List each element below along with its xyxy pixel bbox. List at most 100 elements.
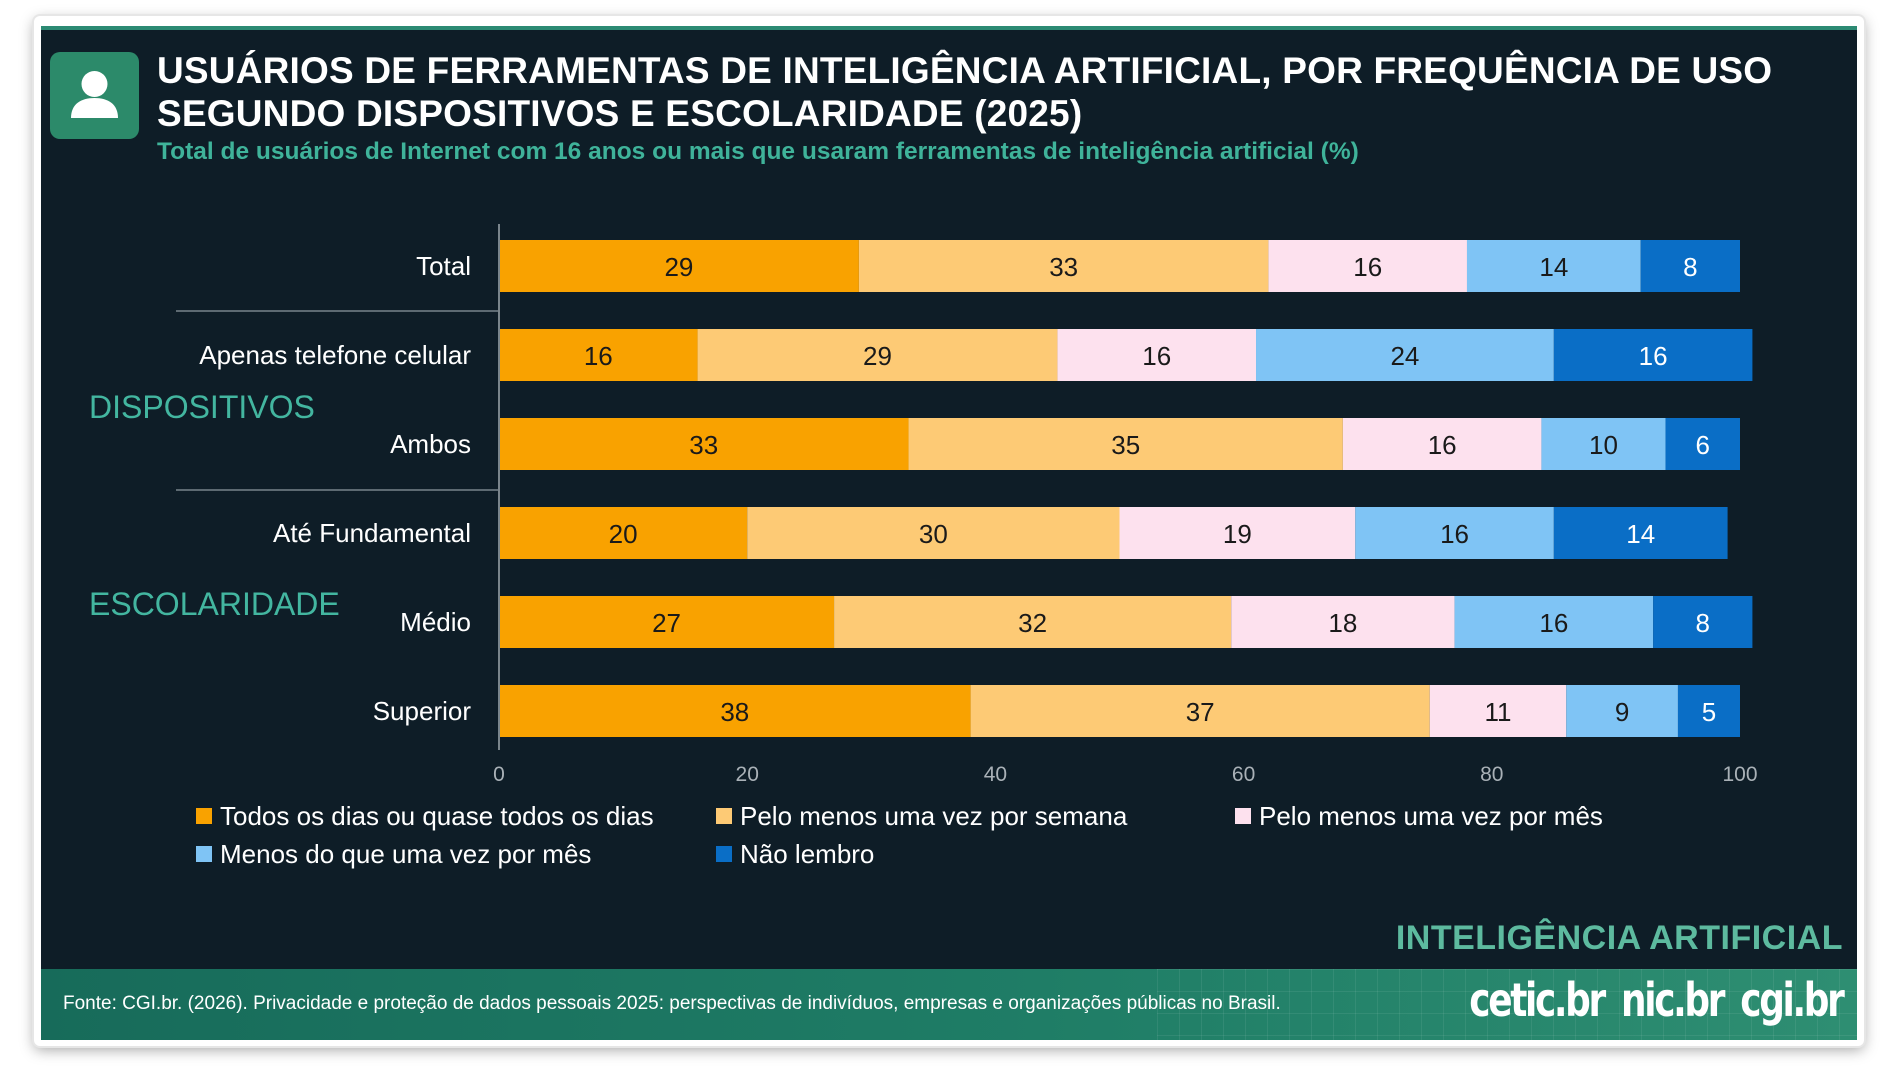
data-label: 27 xyxy=(652,608,681,638)
group-label-escolaridade: ESCOLARIDADE xyxy=(89,586,340,622)
bar-segment-ate-fundamental-3 xyxy=(1119,507,1356,559)
bar-segment-ate-fundamental-4 xyxy=(1355,507,1554,559)
bar-segment-apenas-telefone-celular-1 xyxy=(499,329,698,381)
bar-segment-total-3 xyxy=(1268,240,1467,292)
x-tick-label: 100 xyxy=(1722,763,1757,786)
title-line-2: SEGUNDO DISPOSITIVOS E ESCOLARIDADE (202… xyxy=(157,93,1083,134)
bar-segment-ate-fundamental-5 xyxy=(1553,507,1728,559)
logo-cetic: cetic.br xyxy=(1469,973,1607,1027)
legend-label: Pelo menos uma vez por mês xyxy=(1259,801,1603,831)
data-label: 14 xyxy=(1539,252,1568,282)
data-label: 6 xyxy=(1696,430,1710,460)
bar-segment-apenas-telefone-celular-3 xyxy=(1057,329,1257,381)
chart-subtitle: Total de usuários de Internet com 16 ano… xyxy=(157,138,1359,165)
logo-nic: nic.br xyxy=(1621,973,1726,1027)
bar-segment-superior-5 xyxy=(1677,685,1740,737)
category-label-ate-fundamental: Até Fundamental xyxy=(273,518,471,548)
bar-segment-superior-1 xyxy=(499,685,971,737)
data-label: 18 xyxy=(1328,608,1357,638)
x-tick-label: 20 xyxy=(736,763,759,786)
bar-segment-total-2 xyxy=(858,240,1269,292)
data-label: 37 xyxy=(1186,697,1215,727)
data-label: 38 xyxy=(720,697,749,727)
bar-segment-medio-2 xyxy=(834,596,1232,648)
legend-item-5: Não lembro xyxy=(716,839,874,870)
legend-swatch xyxy=(196,846,212,862)
legend-label: Todos os dias ou quase todos os dias xyxy=(220,801,654,831)
bar-segment-superior-4 xyxy=(1566,685,1678,737)
section-label: INTELIGÊNCIA ARTIFICIAL xyxy=(1395,919,1843,957)
footer-pattern xyxy=(1157,969,1857,1040)
category-label-superior: Superior xyxy=(373,696,472,726)
title-line-1: USUÁRIOS DE FERRAMENTAS DE INTELIGÊNCIA … xyxy=(157,50,1773,91)
data-label: 20 xyxy=(609,519,638,549)
legend-item-2: Pelo menos uma vez por semana xyxy=(716,801,1127,832)
bar-segment-medio-5 xyxy=(1653,596,1753,648)
x-tick-label: 60 xyxy=(1232,763,1255,786)
bar-segment-apenas-telefone-celular-4 xyxy=(1256,329,1554,381)
data-label: 11 xyxy=(1485,697,1512,727)
bar-segment-total-1 xyxy=(499,240,859,292)
bar-segment-ambos-5 xyxy=(1665,418,1740,470)
data-label: 19 xyxy=(1223,519,1252,549)
infographic-panel: USUÁRIOS DE FERRAMENTAS DE INTELIGÊNCIA … xyxy=(41,26,1857,1040)
data-label: 9 xyxy=(1615,697,1629,727)
bar-segment-apenas-telefone-celular-2 xyxy=(697,329,1058,381)
category-label-medio: Médio xyxy=(400,607,471,637)
bar-segment-medio-1 xyxy=(499,596,835,648)
data-label: 10 xyxy=(1589,430,1618,460)
legend-item-3: Pelo menos uma vez por mês xyxy=(1235,801,1603,832)
bar-segment-total-4 xyxy=(1466,240,1641,292)
data-label: 30 xyxy=(919,519,948,549)
bar-segment-ate-fundamental-1 xyxy=(499,507,748,559)
data-label: 16 xyxy=(584,341,613,371)
top-accent-line xyxy=(41,26,1857,30)
bar-segment-medio-4 xyxy=(1454,596,1654,648)
group-label-dispositivos: DISPOSITIVOS xyxy=(89,389,315,425)
category-label-apenas-telefone-celular: Apenas telefone celular xyxy=(199,340,471,370)
bar-segment-superior-3 xyxy=(1429,685,1567,737)
data-label: 16 xyxy=(1539,608,1568,638)
partner-logos: cetic.br nic.br cgi.br xyxy=(1453,973,1846,1027)
legend-swatch xyxy=(1235,808,1251,824)
category-label-total: Total xyxy=(416,251,471,281)
data-label: 35 xyxy=(1111,430,1140,460)
x-tick-label: 80 xyxy=(1480,763,1503,786)
bar-segment-ate-fundamental-2 xyxy=(747,507,1120,559)
data-label: 33 xyxy=(1049,252,1078,282)
x-tick-label: 0 xyxy=(493,763,505,786)
bar-segment-medio-3 xyxy=(1231,596,1455,648)
user-badge xyxy=(50,52,139,139)
legend-swatch xyxy=(716,846,732,862)
data-label: 16 xyxy=(1353,252,1382,282)
legend-item-4: Menos do que uma vez por mês xyxy=(196,839,591,870)
category-label-ambos: Ambos xyxy=(390,429,471,459)
logo-cgi: cgi.br xyxy=(1740,973,1846,1027)
data-label: 16 xyxy=(1639,341,1668,371)
legend-swatch xyxy=(716,808,732,824)
legend-label: Menos do que uma vez por mês xyxy=(220,839,592,869)
data-label: 33 xyxy=(689,430,718,460)
data-label: 16 xyxy=(1440,519,1469,549)
data-label: 5 xyxy=(1702,697,1716,727)
user-icon xyxy=(71,71,118,118)
chart-title: USUÁRIOS DE FERRAMENTAS DE INTELIGÊNCIA … xyxy=(157,49,1772,135)
legend-label: Pelo menos uma vez por semana xyxy=(740,801,1128,831)
legend-item-1: Todos os dias ou quase todos os dias xyxy=(196,801,654,832)
stacked-bar-chart: Total 29 33 16 14 8 Apenas telefone celular 16 2… xyxy=(176,224,1758,786)
bar-segment-ambos-2 xyxy=(908,418,1343,470)
data-label: 8 xyxy=(1696,608,1710,638)
data-label: 29 xyxy=(664,252,693,282)
data-label: 16 xyxy=(1428,430,1457,460)
data-label: 24 xyxy=(1390,341,1419,371)
legend-swatch xyxy=(196,808,212,824)
bar-segment-apenas-telefone-celular-5 xyxy=(1553,329,1753,381)
bar-segment-total-5 xyxy=(1640,240,1740,292)
data-label: 32 xyxy=(1018,608,1047,638)
data-label: 14 xyxy=(1626,519,1655,549)
source-note: Fonte: CGI.br. (2026). Privacidade e pro… xyxy=(63,993,1281,1014)
x-tick-label: 40 xyxy=(984,763,1007,786)
bar-segment-ambos-4 xyxy=(1541,418,1666,470)
data-label: 16 xyxy=(1142,341,1171,371)
footer-bar: Fonte: CGI.br. (2026). Privacidade e pro… xyxy=(41,969,1857,1040)
